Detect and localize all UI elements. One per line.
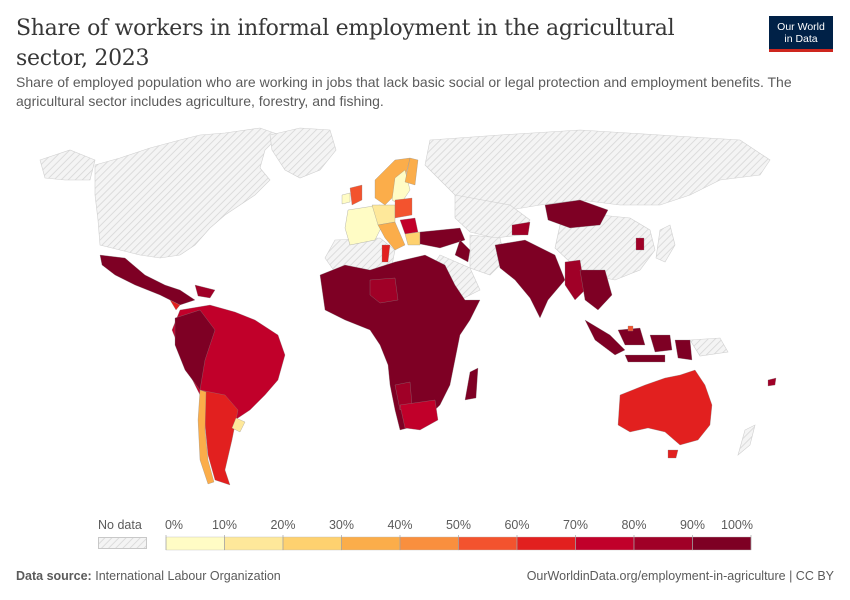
legend-bin[interactable] xyxy=(282,536,342,551)
source-label: Data source: xyxy=(16,569,92,583)
logo-line1: Our World xyxy=(777,21,825,33)
data-source: Data source: International Labour Organi… xyxy=(16,569,281,583)
chart-title: Share of workers in informal employment … xyxy=(16,16,675,71)
legend-bin[interactable] xyxy=(224,536,284,551)
world-map[interactable] xyxy=(0,120,850,500)
legend-bin[interactable] xyxy=(341,536,401,551)
data-regions xyxy=(99,157,777,486)
source-url[interactable]: OurWorldinData.org/employment-in-agricul… xyxy=(526,569,834,583)
owid-logo[interactable]: Our World in Data xyxy=(769,16,833,52)
legend-color-bar xyxy=(165,535,752,551)
legend-bin[interactable] xyxy=(516,536,576,551)
legend-no-data-swatch xyxy=(98,537,147,549)
legend-tick-label: 80% xyxy=(621,518,647,532)
legend-no-data-label: No data xyxy=(98,518,142,532)
legend-tick-label: 100% xyxy=(721,518,753,532)
legend-tick-label: 70% xyxy=(562,518,589,532)
legend-tick-label: 60% xyxy=(504,518,530,532)
legend-tick-label: 90% xyxy=(679,518,706,532)
legend-tick-label: 30% xyxy=(328,518,355,532)
color-legend: No data 0% 10% 20% 30% 40% 50% 60% 70% 80% 90% 100… xyxy=(0,515,850,555)
legend-tick-label: 0% xyxy=(164,518,184,532)
legend-bin[interactable] xyxy=(165,536,225,551)
legend-bin[interactable] xyxy=(575,536,635,551)
chart-subtitle: Share of employed population who are wor… xyxy=(16,74,792,109)
source-value[interactable]: International Labour Organization xyxy=(95,569,281,583)
legend-tick-label: 50% xyxy=(445,518,472,532)
legend-bin[interactable] xyxy=(458,536,518,551)
legend-bin[interactable] xyxy=(692,536,752,551)
legend-bin[interactable] xyxy=(399,536,459,551)
legend-tick-label: 40% xyxy=(387,518,413,532)
legend-tick-label: 10% xyxy=(211,518,238,532)
legend-bin[interactable] xyxy=(633,536,693,551)
logo-line2: in Data xyxy=(784,33,818,45)
legend-tick-label: 20% xyxy=(270,518,296,532)
